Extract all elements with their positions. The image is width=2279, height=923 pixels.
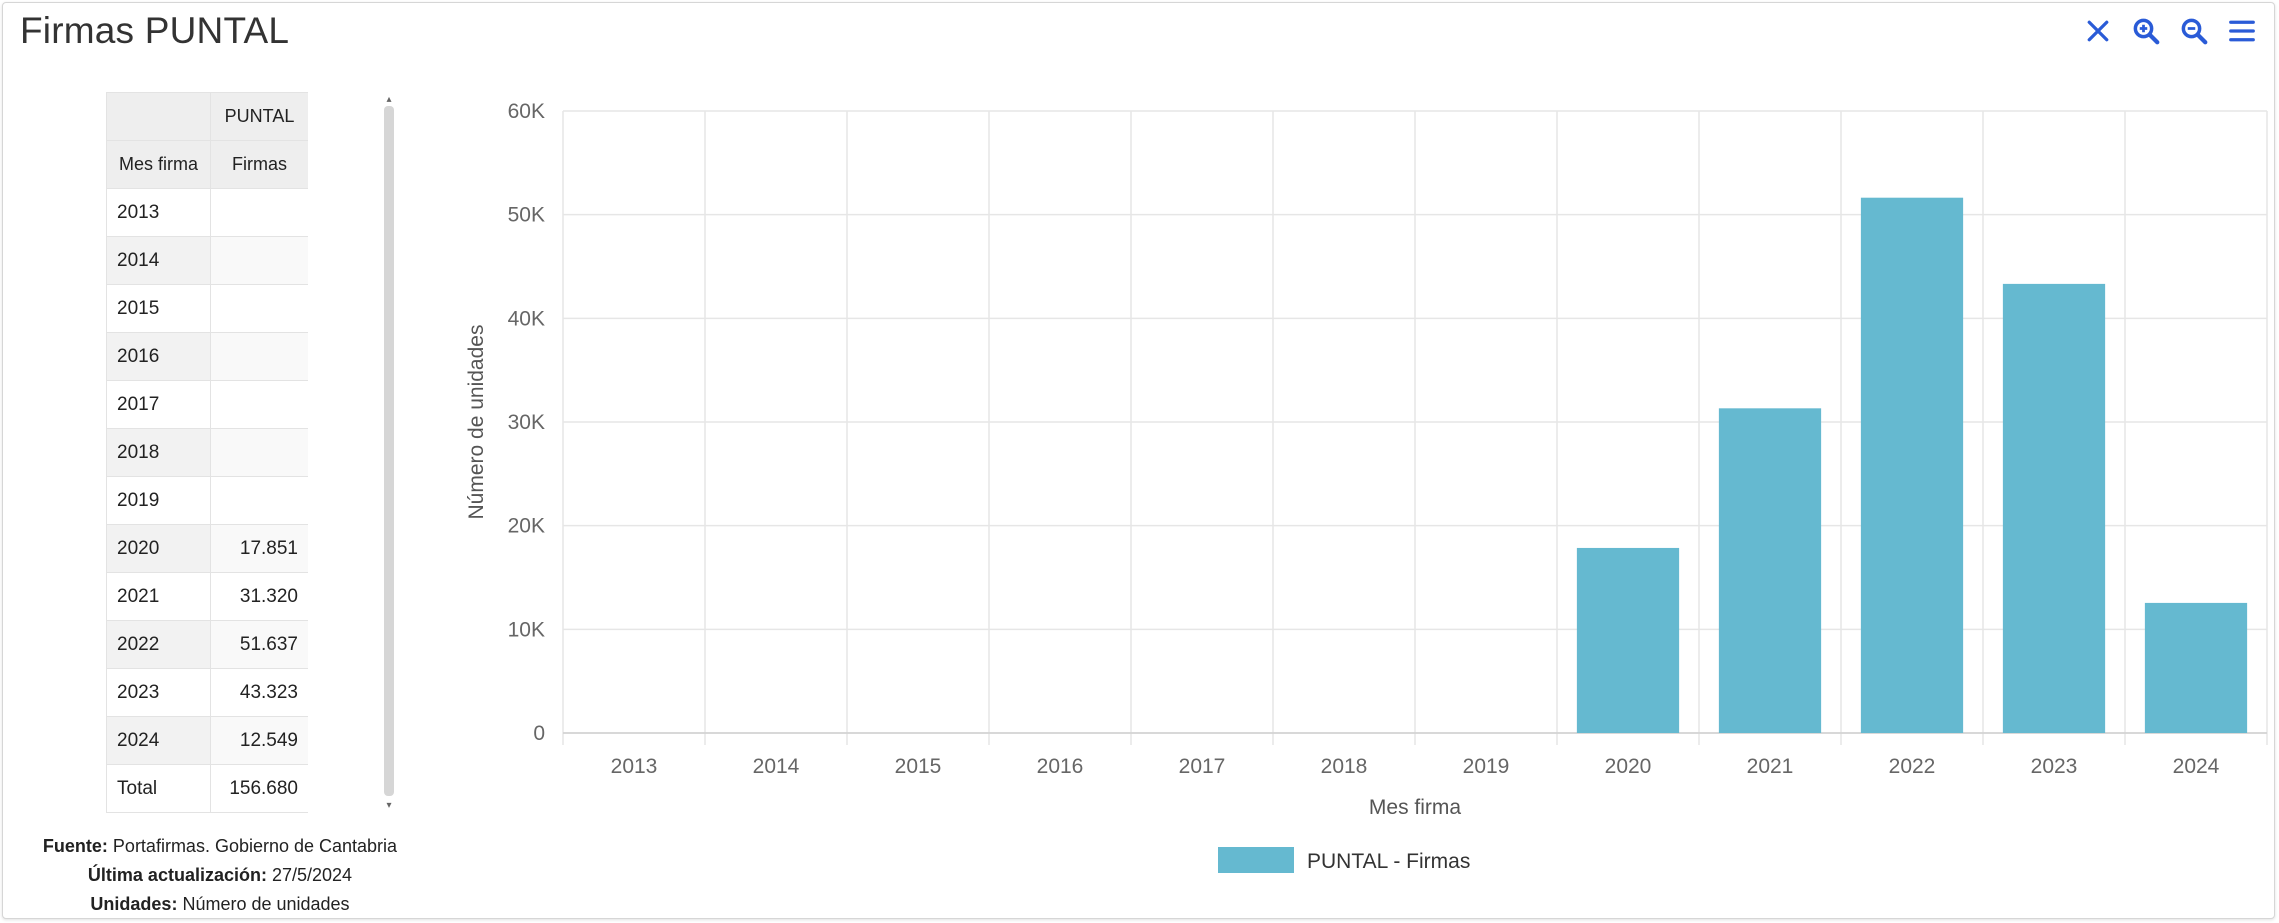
y-tick-label: 20K [508,515,545,538]
x-tick-label: 2018 [1321,755,1368,778]
source-value: Portafirmas. Gobierno de Cantabria [112,836,398,856]
table-row-label: 2023 [106,668,211,717]
y-tick-label: 50K [508,204,545,227]
x-tick-label: 2016 [1037,755,1084,778]
bar-2022 [1860,197,1964,734]
table-row-label: 2013 [106,188,211,237]
table-row-value: 31.320 [210,572,308,621]
table-total-value: 156.680 [210,764,308,813]
table-row: 2018 [106,428,308,477]
updated-value: 27/5/2024 [271,865,353,885]
y-tick-label: 10K [508,618,545,641]
table-row: 2020 17.851 [106,524,308,573]
table-row-label: 2024 [106,716,211,765]
table-row-value: 43.323 [210,668,308,717]
scroll-thumb[interactable] [384,106,394,796]
table-row: 2013 [106,188,308,237]
table-row-value [210,428,308,477]
x-tick-label: 2022 [1889,755,1936,778]
units-label: Unidades: [90,894,178,914]
close-icon [2087,20,2109,42]
table-row-label: 2020 [106,524,211,573]
table-row-value: 12.549 [210,716,308,765]
x-tick-label: 2013 [611,755,658,778]
legend-swatch [1218,847,1294,873]
chart-toolbar [2081,14,2259,48]
bar-2024 [2144,602,2248,733]
table-row: 2016 [106,332,308,381]
menu-icon [2229,20,2255,42]
y-tick-label: 0 [533,722,545,745]
units-value: Número de unidades [182,894,350,914]
legend-label: PUNTAL - Firmas [1307,850,1470,873]
table-row: 2022 51.637 [106,620,308,669]
x-tick-label: 2023 [2031,755,2078,778]
source-footer: Fuente: Portafirmas. Gobierno de Cantabr… [20,832,420,919]
bar-2020 [1576,547,1680,733]
table-row-label: 2018 [106,428,211,477]
table-total-row: Total 156.680 [106,764,308,813]
data-table-container: PUNTAL Mes firma Firmas 2013 2014 2015 2016… [106,92,308,816]
table-row-label: 2022 [106,620,211,669]
source-label: Fuente: [42,836,108,856]
x-tick-label: 2017 [1179,755,1226,778]
y-tick-label: 30K [508,411,545,434]
close-button[interactable] [2081,14,2115,48]
x-tick-label: 2024 [2173,755,2220,778]
table-row: 2023 43.323 [106,668,308,717]
data-table: PUNTAL Mes firma Firmas 2013 2014 2015 2016… [106,92,308,813]
table-row-value [210,284,308,333]
zoom-in-icon [2133,18,2160,45]
table-corner [106,92,211,141]
scroll-up-arrow[interactable]: ▴ [386,94,392,105]
table-row-value [210,236,308,285]
table-row: 2019 [106,476,308,525]
x-tick-label: 2019 [1463,755,1510,778]
table-col1-header: Mes firma [106,140,211,189]
y-tick-label: 60K [508,100,545,123]
bar-2023 [2002,283,2106,733]
zoom-out-button[interactable] [2177,14,2211,48]
y-tick-label: 40K [508,307,545,330]
table-row: 2014 [106,236,308,285]
table-row: 2024 12.549 [106,716,308,765]
updated-label: Última actualización: [87,865,267,885]
zoom-out-icon [2181,18,2208,45]
y-axis-title: Número de unidades [465,325,488,520]
x-tick-label: 2020 [1605,755,1652,778]
table-scrollbar[interactable]: ▴ ▾ [382,94,394,812]
table-group-header: PUNTAL [210,92,308,141]
bar-2021 [1718,408,1822,733]
x-tick-label: 2014 [753,755,800,778]
table-row-value: 17.851 [210,524,308,573]
table-row-label: 2021 [106,572,211,621]
scroll-down-arrow[interactable]: ▾ [386,800,392,811]
zoom-in-button[interactable] [2129,14,2163,48]
table-body: 2013 2014 2015 2016 2017 2018 2019 2020 17.851 20… [106,188,308,813]
table-total-label: Total [106,764,211,813]
table-row-label: 2014 [106,236,211,285]
table-row-value [210,332,308,381]
table-row: 2015 [106,284,308,333]
table-row-value: 51.637 [210,620,308,669]
table-row-label: 2016 [106,332,211,381]
table-row-label: 2017 [106,380,211,429]
x-tick-label: 2021 [1747,755,1794,778]
menu-button[interactable] [2225,14,2259,48]
table-row: 2021 31.320 [106,572,308,621]
x-tick-label: 2015 [895,755,942,778]
table-col2-header: Firmas [210,140,308,189]
x-axis-title: Mes firma [1369,796,1461,819]
page-title: Firmas PUNTAL [20,10,290,51]
